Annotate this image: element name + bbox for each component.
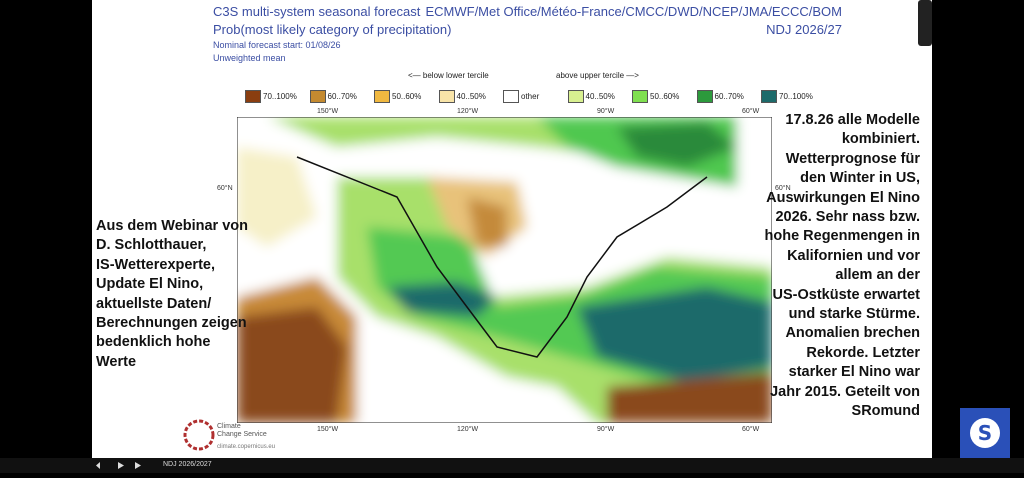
overlay-line: bedenklich hohe xyxy=(96,334,211,351)
lon-label: 90°W xyxy=(597,108,615,115)
legend-above: above upper tercile —> xyxy=(556,71,639,80)
logo-text: Climate xyxy=(217,423,241,430)
overlay-line: hohe Regenmengen in xyxy=(764,228,921,245)
legend-label: 70..100% xyxy=(779,92,813,101)
overlay-line: Anomalien brechen xyxy=(785,325,920,342)
legend-swatch xyxy=(632,90,648,103)
overlay-line: Berechnungen zeigen xyxy=(96,315,247,332)
legend-label: 40..50% xyxy=(585,92,615,101)
legend-label: 60..70% xyxy=(714,92,744,101)
lon-label: 150°W xyxy=(317,426,339,433)
start: Nominal forecast start: 01/08/26 xyxy=(213,40,341,50)
subtitle: Prob(most likely category of precipitati… xyxy=(213,22,452,37)
overlay-line: SRomund xyxy=(851,403,920,420)
logo-text: Change Service xyxy=(217,431,267,438)
overlay-line: Wetterprognose für xyxy=(785,150,920,167)
overlay-line: Auswirkungen El Nino xyxy=(766,189,920,206)
overlay-line: Werte xyxy=(96,353,137,370)
centres: ECMWF/Met Office/Météo-France/CMCC/DWD/N… xyxy=(425,4,842,19)
overlay-line: aktuellste Daten/ xyxy=(96,295,212,312)
overlay-line: IS-Wetterexperte, xyxy=(96,256,215,273)
legend-below: <— below lower tercile xyxy=(408,71,489,80)
overlay-line: Kalifornien und vor xyxy=(787,247,920,264)
overlay-line: den Winter in US, xyxy=(800,170,920,187)
legend-swatch xyxy=(503,90,519,103)
overlay-line: 2026. Sehr nass bzw. xyxy=(775,209,920,226)
weighting: Unweighted mean xyxy=(213,53,286,63)
side-toolbar[interactable] xyxy=(918,0,932,46)
overlay-line: Update El Nino, xyxy=(96,276,204,293)
legend-swatch xyxy=(309,90,326,103)
legend-label: 50..60% xyxy=(650,92,680,101)
overlay-line: Aus dem Webinar von xyxy=(96,218,249,234)
overlay-right: 17.8.26 alle Modelle kombiniert. Wetterpro… xyxy=(765,111,921,422)
legend-swatch xyxy=(438,90,455,103)
lon-label: 60°W xyxy=(742,426,760,433)
app-logo[interactable]: S xyxy=(960,408,1010,458)
player-bar: NDJ 2026/2027 xyxy=(0,458,1024,473)
legend-swatch xyxy=(245,90,261,103)
lon-label: 120°W xyxy=(457,108,479,115)
legend-label: 40..50% xyxy=(456,92,486,101)
logo-url: climate.copernicus.eu xyxy=(217,444,276,450)
overlay-line: und starke Stürme. xyxy=(788,306,920,323)
season: NDJ 2026/27 xyxy=(766,22,842,37)
legend-swatch xyxy=(374,90,390,103)
overlay-line: 17.8.26 alle Modelle xyxy=(785,112,920,128)
lat-label: 60°N xyxy=(775,185,791,192)
lon-label: 120°W xyxy=(457,426,479,433)
chapter[interactable]: NDJ 2026/2027 xyxy=(163,461,212,468)
legend-label: 60..70% xyxy=(327,92,357,101)
legend-label: 70..100% xyxy=(263,92,297,101)
overlay-line: kombiniert. xyxy=(841,131,920,148)
lon-label: 150°W xyxy=(317,108,339,115)
overlay-line: D. Schlotthauer, xyxy=(96,237,207,254)
overlay-line: allem an der xyxy=(835,267,920,284)
title: C3S multi-system seasonal forecast xyxy=(213,4,421,19)
svg-text:S: S xyxy=(978,421,992,445)
lon-label: 60°W xyxy=(742,108,760,115)
legend-swatch xyxy=(696,90,713,103)
legend-label: 50..60% xyxy=(392,92,422,101)
overlay-line: US-Ostküste erwartet xyxy=(772,286,920,303)
overlay-left: Aus dem Webinar von D. Schlotthauer, IS-We… xyxy=(96,217,248,372)
map xyxy=(237,117,772,423)
logo-mark xyxy=(183,419,215,451)
controls[interactable] xyxy=(0,458,160,473)
overlay-line: Rekorde. Letzter xyxy=(806,344,920,361)
lon-label: 90°W xyxy=(597,426,615,433)
overlay-line: Jahr 2015. Geteilt von xyxy=(770,383,920,400)
lat-label: 60°N xyxy=(217,185,233,192)
legend-swatch xyxy=(761,90,777,103)
overlay-line: starker El Nino war xyxy=(788,364,920,381)
legend-swatch xyxy=(567,90,584,103)
legend-label: other xyxy=(521,92,540,101)
